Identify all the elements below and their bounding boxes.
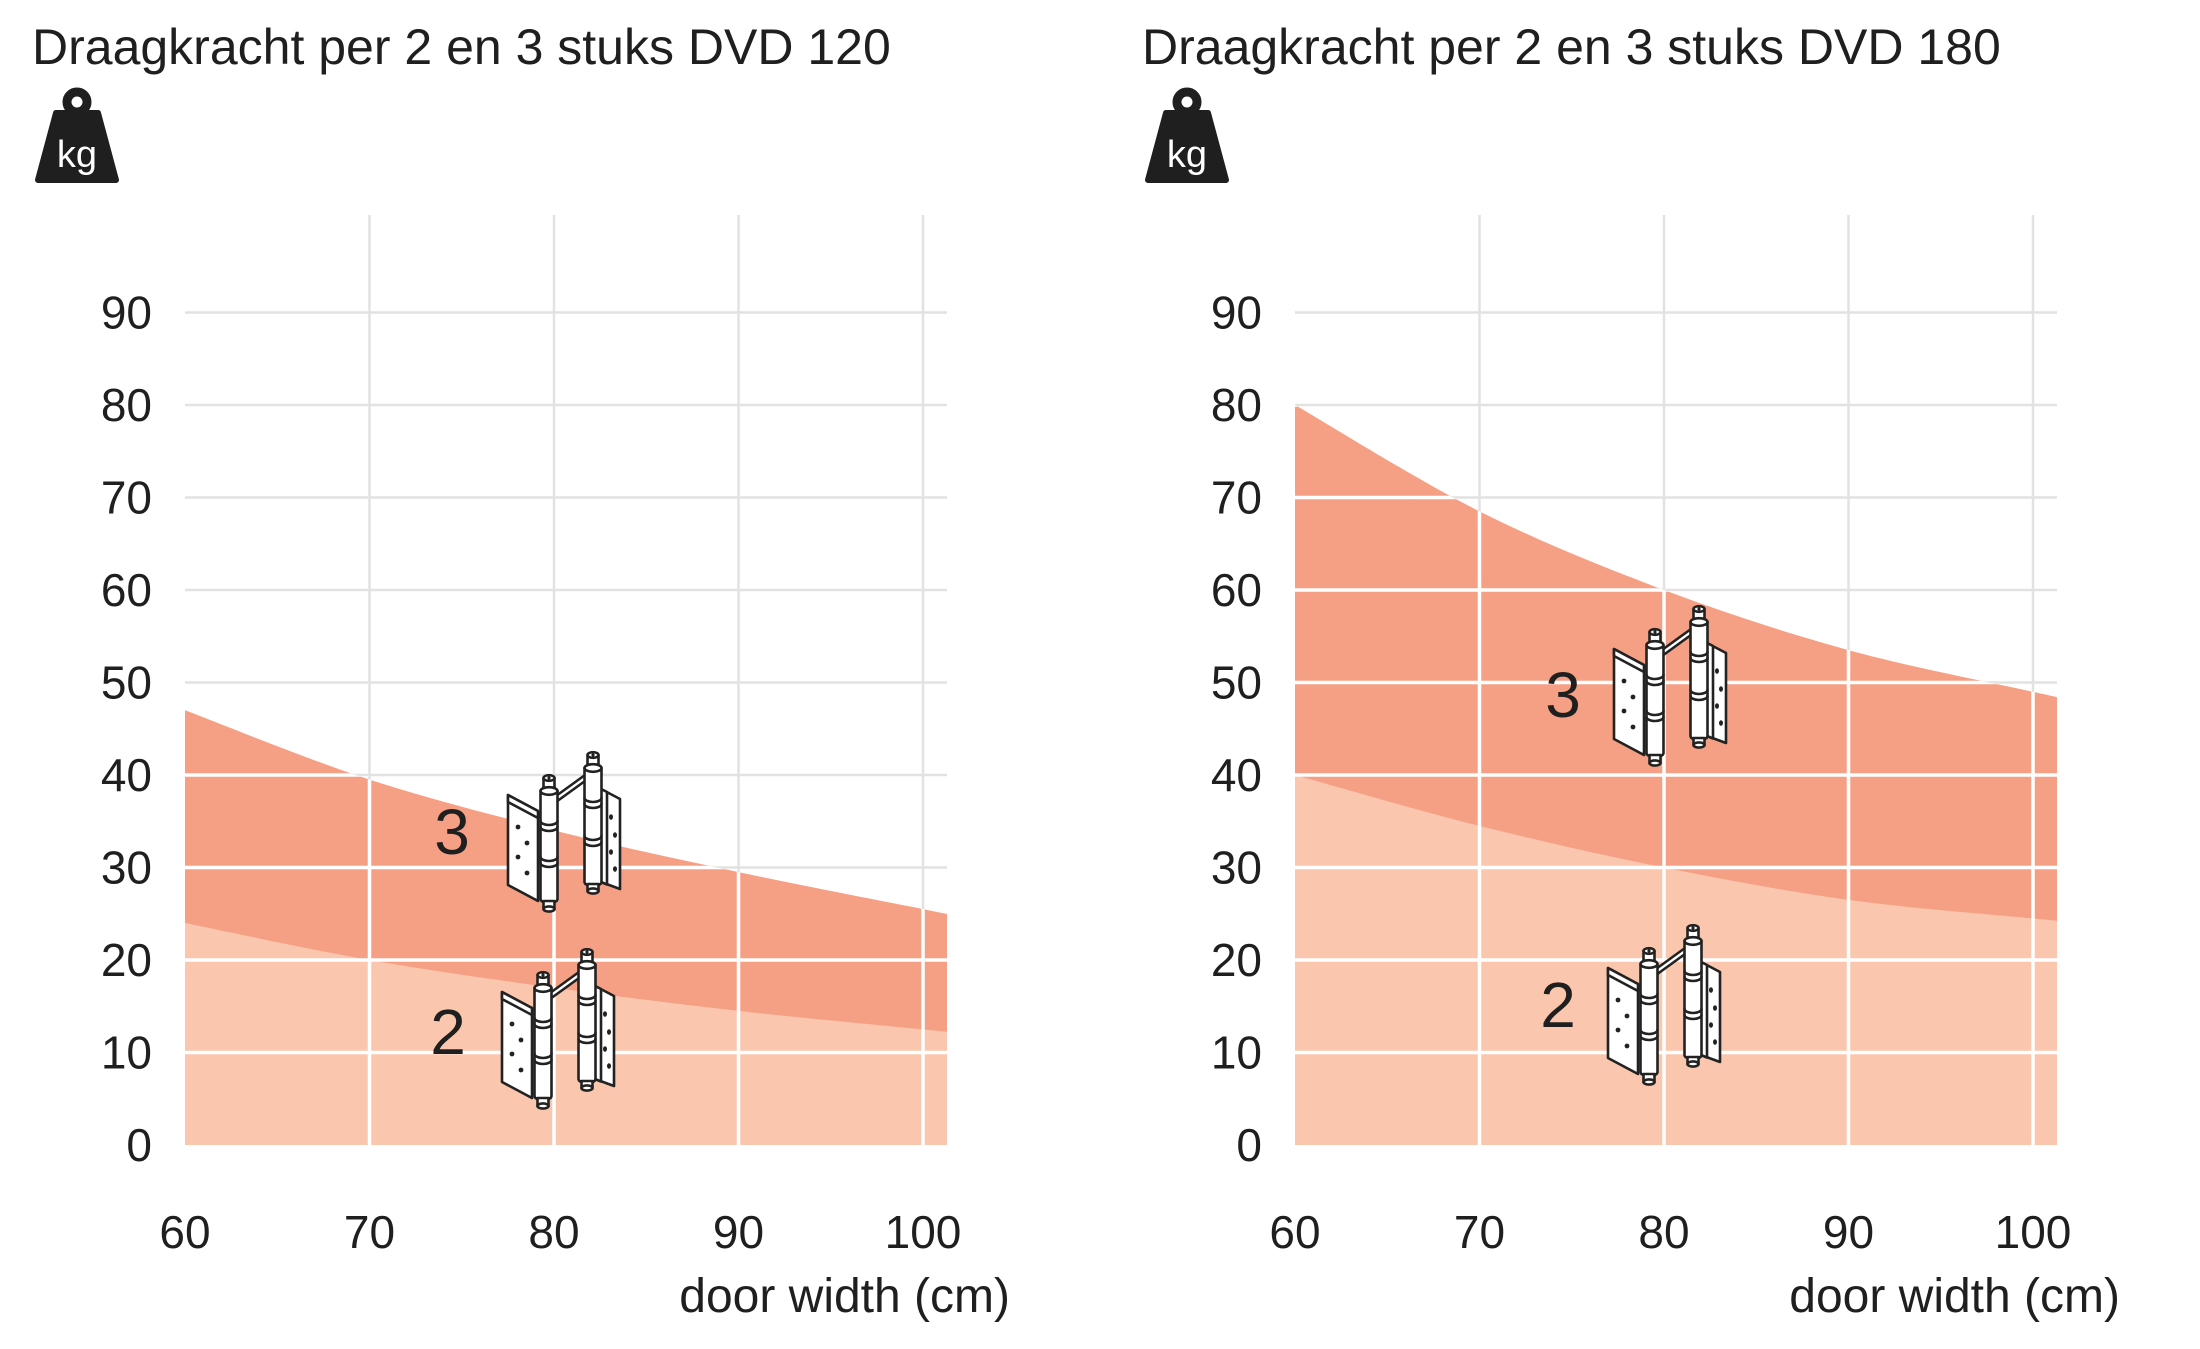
series-3-numeral: 3 [1545,659,1581,731]
x-tick-label: 90 [1823,1206,1874,1258]
x-tick-label: 80 [528,1206,579,1258]
x-tick-label: 70 [344,1206,395,1258]
weight-body [1145,110,1229,183]
x-tick-label: 70 [1454,1206,1505,1258]
weight-ring [1172,87,1202,117]
x-tick-label: 100 [885,1206,962,1258]
y-tick-label: 50 [1211,657,1262,709]
y-tick-label: 10 [101,1027,152,1079]
area-2-hinges [185,923,947,1145]
kg-unit-label: kg [1167,134,1207,176]
chart-dvd-180: Draagkracht per 2 en 3 stuks DVD 180 kg … [1142,19,2120,1323]
kg-unit-label: kg [57,134,97,176]
chart-title: Draagkracht per 2 en 3 stuks DVD 180 [1142,19,2001,75]
y-tick-label: 60 [1211,564,1262,616]
y-tick-label: 80 [1211,379,1262,431]
y-tick-label: 20 [1211,934,1262,986]
x-tick-label: 90 [713,1206,764,1258]
weight-body [35,110,119,183]
series-2-numeral: 2 [1540,969,1576,1041]
chart-title: Draagkracht per 2 en 3 stuks DVD 120 [32,19,891,75]
x-tick-label: 60 [159,1206,210,1258]
y-tick-label: 30 [101,842,152,894]
y-tick-label: 30 [1211,842,1262,894]
capacity-areas [185,710,947,1145]
y-tick-label: 70 [1211,472,1262,524]
series-2-numeral: 2 [430,996,466,1068]
y-tick-label: 70 [101,472,152,524]
y-tick-label: 80 [101,379,152,431]
weight-ring [62,87,92,117]
y-tick-label: 90 [101,287,152,339]
y-tick-label: 60 [101,564,152,616]
y-tick-label: 40 [101,749,152,801]
x-tick-label: 60 [1269,1206,1320,1258]
chart-dvd-120: Draagkracht per 2 en 3 stuks DVD 120 kg … [32,19,1010,1323]
x-tick-label: 100 [1995,1206,2072,1258]
x-tick-label: 80 [1638,1206,1689,1258]
x-axis-label: door width (cm) [679,1270,1010,1323]
y-tick-label: 20 [101,934,152,986]
y-tick-label: 40 [1211,749,1262,801]
y-tick-label: 90 [1211,287,1262,339]
y-tick-label: 10 [1211,1027,1262,1079]
x-axis-label: door width (cm) [1789,1270,2120,1323]
kg-weight-icon: kg [1145,87,1229,183]
y-tick-label: 50 [101,657,152,709]
series-3-numeral: 3 [434,796,470,868]
kg-weight-icon: kg [35,87,119,183]
y-tick-label: 0 [1236,1119,1262,1171]
y-tick-label: 0 [126,1119,152,1171]
